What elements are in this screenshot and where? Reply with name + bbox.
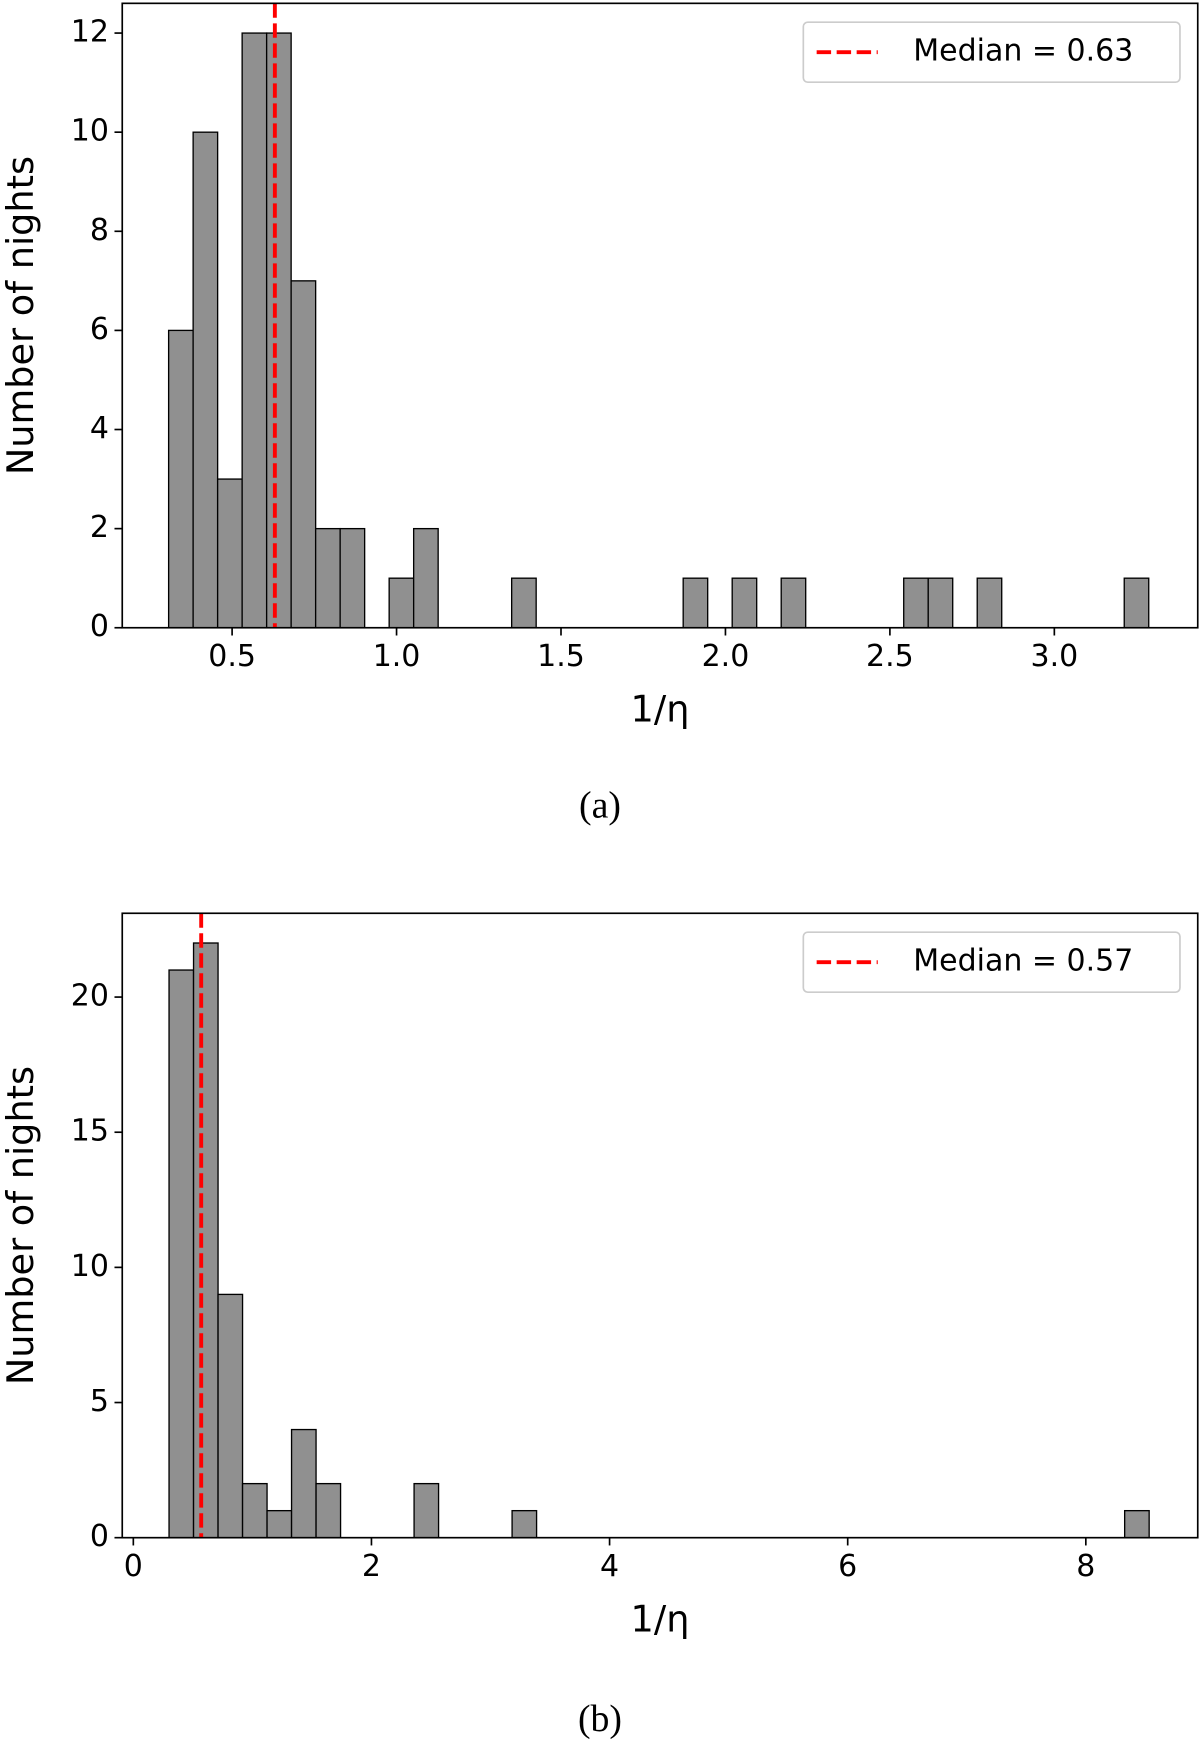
x-tick-label: 4 [600,1549,619,1584]
y-tick-label: 8 [90,213,109,248]
y-tick-label: 2 [90,510,109,545]
caption: (b) [578,1698,622,1740]
y-tick-label: 10 [71,1249,109,1284]
bar [217,1293,244,1539]
bar [976,577,1003,629]
bar [241,32,268,629]
x-tick-label: 8 [1076,1549,1095,1584]
bar [682,577,709,629]
bar [315,1482,342,1539]
bar [927,577,954,629]
bar [266,1509,293,1539]
plot-frame [121,912,1199,1539]
x-tick-label: 2.0 [702,639,750,674]
legend-box [802,931,1181,993]
y-tick-label: 0 [90,609,109,644]
x-tick-label: 6 [838,1549,857,1584]
y-tick-label: 6 [90,312,109,347]
x-tick-label: 2 [362,1549,381,1584]
bar [265,32,292,629]
bar [412,527,439,629]
x-tick-label: 2.5 [866,639,914,674]
bar [192,131,219,629]
bar [1123,1509,1150,1539]
y-tick-label: 4 [90,411,109,446]
x-axis-label: 1/η [631,688,690,731]
bar [511,1509,538,1539]
bar [216,478,243,629]
x-tick-label: 0 [124,1549,143,1584]
y-axis-label: Number of nights [0,1066,42,1385]
y-tick-label: 10 [71,114,109,149]
bar [192,942,219,1539]
bar [1123,577,1150,629]
bar [314,527,341,629]
bar [388,577,415,629]
bar [290,280,317,629]
y-tick-label: 0 [90,1519,109,1554]
bar [413,1482,440,1539]
bar [241,1482,268,1539]
bar [731,577,758,629]
y-tick-label: 20 [71,979,109,1014]
bar [780,577,807,629]
x-axis-label: 1/η [631,1598,690,1641]
legend-label: Median = 0.63 [913,34,1133,69]
caption: (a) [579,785,621,827]
x-tick-label: 1.0 [373,639,421,674]
y-tick-label: 15 [71,1114,109,1149]
plot-frame [121,2,1199,629]
bar [290,1428,317,1539]
bar [168,969,195,1539]
y-tick-label: 12 [71,15,109,50]
bar [167,329,194,629]
x-tick-label: 1.5 [537,639,585,674]
legend-box [802,21,1181,84]
y-axis-label: Number of nights [0,156,42,475]
legend-label: Median = 0.57 [913,944,1133,979]
x-tick-label: 3.0 [1030,639,1078,674]
bar [510,577,537,629]
y-tick-label: 5 [90,1384,109,1419]
bar [339,527,366,629]
x-tick-label: 0.5 [208,639,256,674]
bar [903,577,929,629]
